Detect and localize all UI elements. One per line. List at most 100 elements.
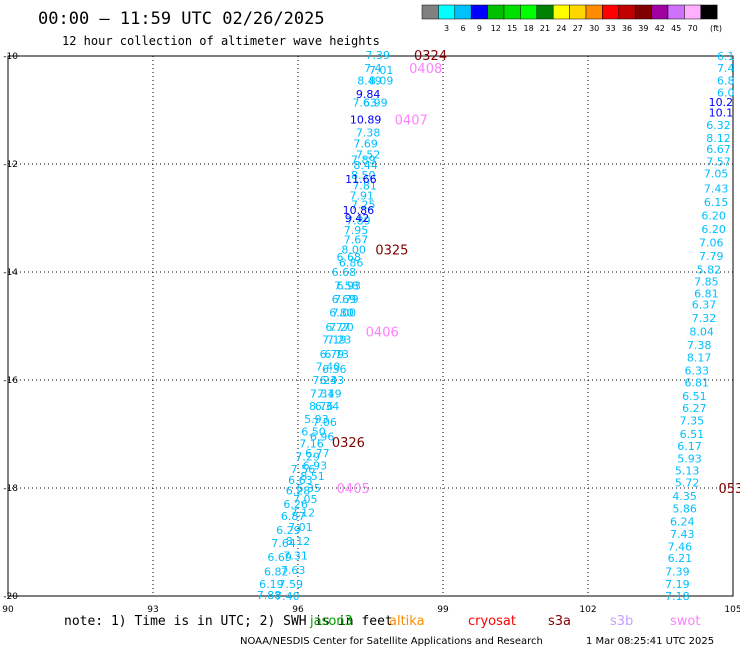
wave-height-point: 7.79 bbox=[334, 293, 359, 306]
wave-height-point: 9.42 bbox=[345, 212, 370, 225]
x-tick-label: 105 bbox=[724, 605, 740, 615]
wave-height-point: 7.64 bbox=[271, 537, 296, 550]
y-tick-label: -12 bbox=[3, 160, 18, 170]
wave-height-point: 6.77 bbox=[325, 321, 350, 334]
wave-height-point: 6.50 bbox=[301, 425, 326, 438]
satellite-name: s3a bbox=[548, 614, 571, 629]
wave-height-point: 6.73 bbox=[324, 348, 349, 361]
satellite-name: swot bbox=[670, 614, 700, 629]
wave-height-point: 6.77 bbox=[305, 447, 330, 460]
pass-label: 0408 bbox=[409, 62, 442, 77]
legend-swatch bbox=[421, 4, 439, 20]
wave-height-point: 6.69 bbox=[332, 293, 357, 306]
wave-height-point: 6.20 bbox=[701, 209, 726, 222]
wave-height-point: 8.12 bbox=[706, 132, 731, 145]
chart-title: 00:00 – 11:59 UTC 02/26/2025 bbox=[38, 9, 325, 29]
wave-height-point: 6.32 bbox=[706, 119, 731, 132]
wave-height-labels: 7.397.47.018.498.097.636.997.387.697.527… bbox=[257, 49, 735, 603]
wave-height-point: 10.1 bbox=[709, 107, 734, 120]
wave-height-point: 6.79 bbox=[320, 348, 345, 361]
wave-height-point: 7.63 bbox=[352, 96, 377, 109]
wave-height-point: 7.89 bbox=[346, 215, 371, 228]
plot-area: 90 93 96 99 102 105-10-12-14-16-18-20 7.397.4… bbox=[2, 49, 740, 615]
x-tick-label: 93 bbox=[147, 605, 158, 615]
satellite-name: jason3 bbox=[309, 614, 353, 629]
legend-bin-label: 70 bbox=[688, 24, 698, 33]
wave-height-point: 7.23 bbox=[327, 334, 352, 347]
wave-height-point: 6.34 bbox=[315, 400, 340, 413]
legend-bin-label: 30 bbox=[589, 24, 599, 33]
chart-subtitle: 12 hour collection of altimeter wave hei… bbox=[62, 34, 380, 48]
wave-height-point: 7.35 bbox=[680, 415, 705, 428]
wave-height-point: 5.86 bbox=[672, 503, 697, 516]
wave-height-point: 6.37 bbox=[692, 298, 717, 311]
legend-bin-label: 24 bbox=[556, 24, 566, 33]
y-tick-label: -18 bbox=[3, 484, 18, 494]
pass-label: 0325 bbox=[375, 243, 408, 258]
wave-height-point: 6.82 bbox=[264, 566, 289, 579]
satellite-name: cryosat bbox=[468, 614, 516, 629]
wave-height-point: 4.35 bbox=[672, 490, 697, 503]
legend-swatch bbox=[585, 4, 603, 20]
wave-height-point: 8.51 bbox=[300, 470, 325, 483]
wave-height-point: 7.32 bbox=[692, 312, 717, 325]
wave-height-point: 7.12 bbox=[291, 506, 316, 519]
wave-height-point: 6.80 bbox=[329, 307, 354, 320]
wave-height-point: 6.33 bbox=[320, 374, 345, 387]
wave-height-point: 6.0 bbox=[717, 87, 735, 100]
wave-height-point: 6.20 bbox=[701, 223, 726, 236]
axis-tick-labels: 90 93 96 99 102 105 -10 -12 -14 -16 -18 -20 bbox=[2, 52, 740, 615]
grid-lines bbox=[8, 56, 733, 596]
wave-height-point: 7.39 bbox=[366, 49, 391, 62]
legend-bin-label: 33 bbox=[606, 24, 616, 33]
wave-height-point: 8.49 bbox=[357, 74, 382, 87]
wave-height-point: 7.40 bbox=[316, 361, 341, 374]
wave-height-point: 7.95 bbox=[344, 224, 369, 237]
plot-frame bbox=[7, 55, 734, 597]
legend-bin-label: 45 bbox=[671, 24, 681, 33]
legend-bin-label: 36 bbox=[622, 24, 632, 33]
wave-height-point: 7.06 bbox=[699, 236, 724, 249]
legend-bin-label: 6 bbox=[460, 24, 465, 33]
pass-label: 0405 bbox=[337, 482, 370, 497]
legend-swatch bbox=[700, 4, 718, 20]
wave-height-point: 5.93 bbox=[304, 413, 329, 426]
wave-height-point: 7.18 bbox=[665, 590, 690, 603]
wave-height-point: 6.26 bbox=[283, 498, 308, 511]
legend-bin-label: 12 bbox=[491, 24, 501, 33]
wave-height-point: 6.87 bbox=[281, 510, 306, 523]
legend-swatch bbox=[552, 4, 570, 20]
wave-height-point: 10.89 bbox=[350, 114, 382, 127]
x-tick-label: 96 bbox=[292, 605, 304, 615]
legend-swatch bbox=[536, 4, 554, 20]
wave-height-point: 6.1 bbox=[717, 50, 735, 63]
wave-height-point: 6.69 bbox=[267, 551, 292, 564]
wave-height-point: 8.09 bbox=[369, 74, 394, 87]
wave-height-point: 7.38 bbox=[356, 127, 381, 140]
legend-bin-label: 21 bbox=[540, 24, 550, 33]
legend-unit-label: (ft) bbox=[710, 24, 722, 33]
wave-height-point: 7.01 bbox=[288, 521, 313, 534]
wave-height-point: 6.93 bbox=[337, 280, 362, 293]
legend-bin-label: 42 bbox=[655, 24, 665, 33]
y-tick-label: -10 bbox=[3, 52, 18, 62]
pass-label: 053 bbox=[719, 482, 740, 497]
wave-height-point: 9.84 bbox=[356, 88, 381, 101]
footer-timestamp: 1 Mar 08:25:41 UTC 2025 bbox=[586, 636, 714, 647]
wave-height-point: 6.24 bbox=[670, 515, 695, 528]
wave-height-point: 8.50 bbox=[351, 169, 376, 182]
wave-height-point: 7.00 bbox=[332, 307, 357, 320]
wave-height-point: 7.06 bbox=[312, 416, 337, 429]
wave-height-point: 6.36 bbox=[322, 363, 347, 376]
legend-bin-label: 27 bbox=[573, 24, 583, 33]
x-tick-label: 90 bbox=[2, 605, 14, 615]
legend-swatch bbox=[503, 4, 521, 20]
color-scale-legend: 3 6 9 12 15 18 21 24 27 30 33 36 39 42 45 70 bbox=[421, 4, 718, 33]
pass-label: 0326 bbox=[332, 436, 365, 451]
x-tick-label: 102 bbox=[579, 605, 596, 615]
wave-height-point: 7.85 bbox=[694, 276, 719, 289]
wave-height-point: 6.96 bbox=[310, 431, 335, 444]
legend-bin-label: 39 bbox=[638, 24, 648, 33]
satellite-name: altika bbox=[389, 614, 425, 629]
